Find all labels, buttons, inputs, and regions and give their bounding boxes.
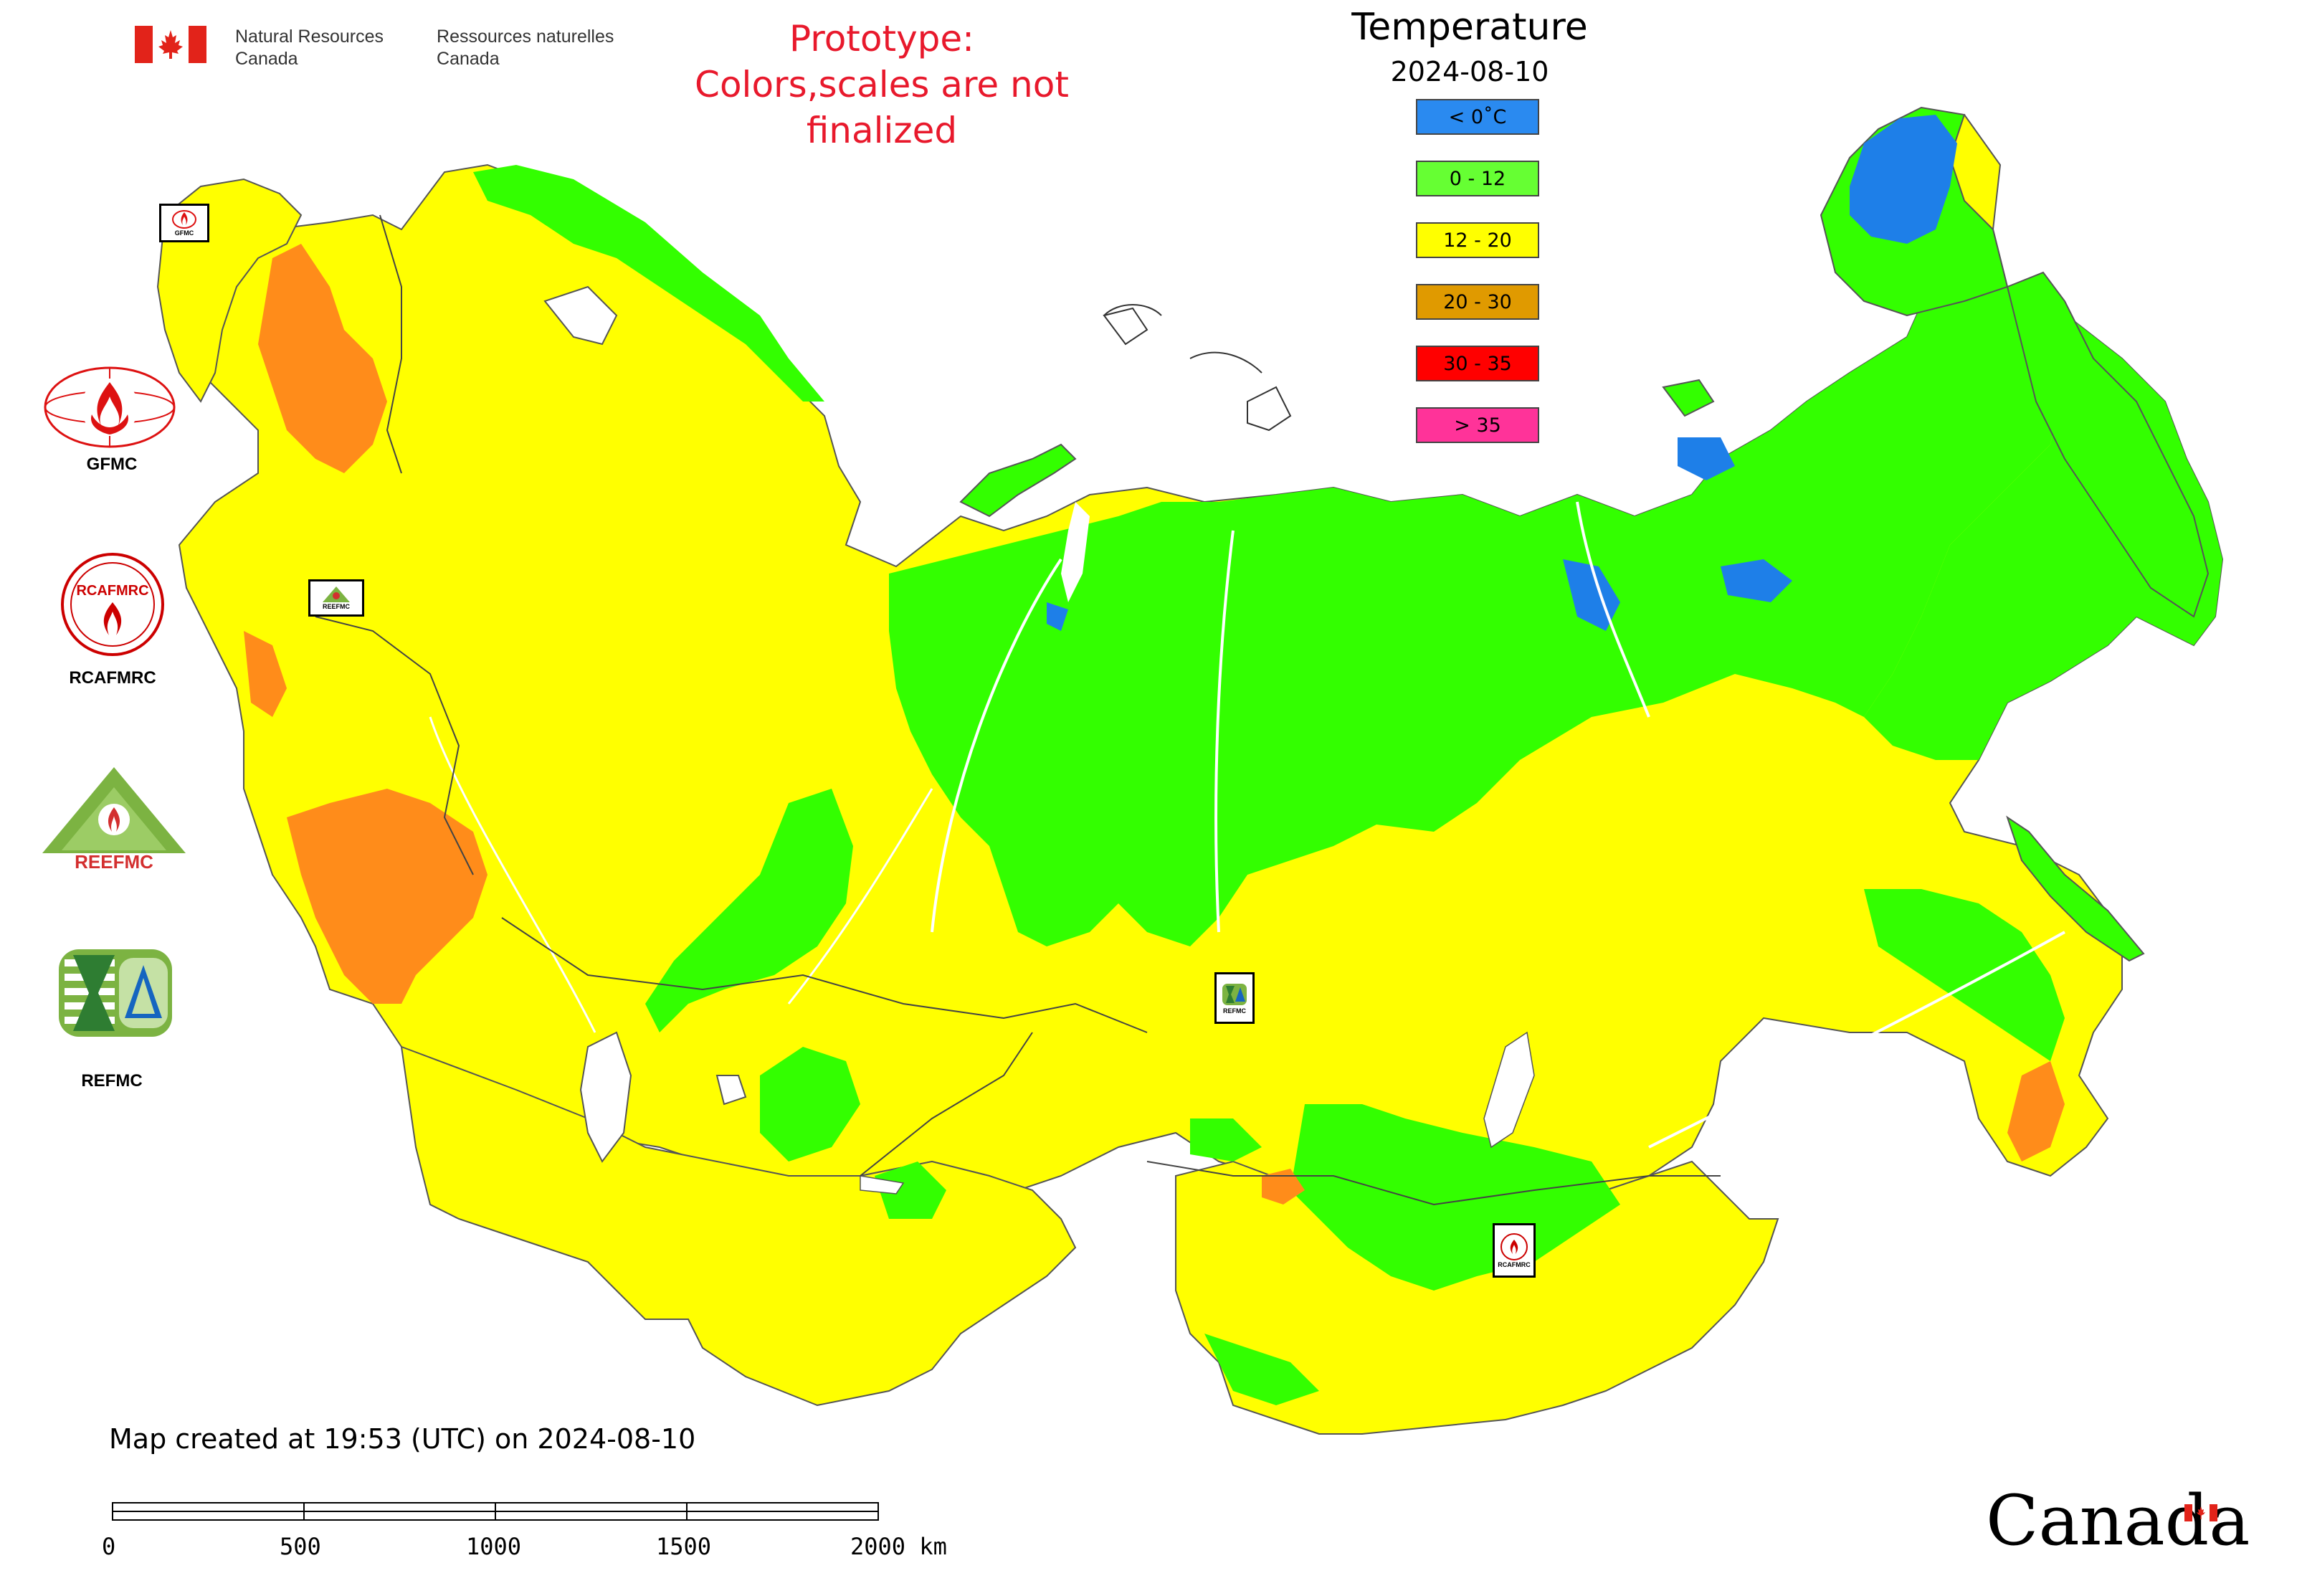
kola-green (473, 165, 824, 402)
river-lena (1576, 501, 1650, 718)
altai-green (1290, 1104, 1620, 1291)
border-russia-mongolia (1146, 1161, 1721, 1206)
refmc-marker[interactable]: REFMC (1214, 972, 1255, 1024)
mongolia-green-south (1204, 1334, 1319, 1405)
rcafmrc-label: RCAFMRC (69, 668, 156, 688)
border-finland (379, 214, 402, 474)
agency-en-line1: Natural Resources (235, 27, 384, 47)
legend-date: 2024-08-10 (1390, 56, 1549, 87)
canada-wordmark-flag-icon (2184, 1504, 2217, 1521)
river-ob (931, 558, 1062, 933)
scale-tick-0: 0 (102, 1533, 116, 1560)
legend-item-below-zero: < 0˚C (1416, 99, 1539, 135)
scale-tick-2000: 2000 km (850, 1533, 947, 1560)
central-asia-yellow (400, 1045, 1077, 1407)
kazakh-green-3 (1190, 1118, 1262, 1162)
gfmc-marker-label: GFMC (174, 229, 194, 237)
franz-josef (1103, 307, 1148, 346)
reefmc-badge-text: REEFMC (75, 851, 153, 872)
legend-item-12-20: 12 - 20 (1416, 222, 1539, 258)
caspian-sea (579, 1031, 632, 1163)
arctic-islands-outline (1103, 304, 1262, 374)
legend-item-30-35: 30 - 35 (1416, 346, 1539, 381)
government-signature: Natural Resources Canada Ressources natu… (135, 26, 614, 70)
kazakh-green-1 (760, 1047, 860, 1162)
scale-tick-500: 500 (280, 1533, 321, 1560)
refmc-label: REFMC (81, 1071, 143, 1091)
baltic-orange (244, 631, 287, 717)
gfmc-label: GFMC (86, 455, 138, 474)
map-created-text: Map created at 19:53 (UTC) on 2024-08-10 (109, 1423, 696, 1455)
river-amur (1648, 931, 2065, 1149)
white-sea (543, 285, 618, 346)
agency-fr-line1: Ressources naturelles (437, 27, 614, 47)
refmc-marker-icon (1222, 984, 1247, 1005)
prototype-line1: Prototype: (789, 18, 975, 60)
legend-item-0-12: 0 - 12 (1416, 161, 1539, 196)
river-irtysh (787, 788, 933, 1004)
scale-tick-1500: 1500 (656, 1533, 712, 1560)
agency-fr-line2: Canada (437, 49, 500, 69)
border-ukraine (315, 616, 474, 875)
rcafmrc-logo-icon: RCAFMRC (61, 553, 164, 656)
prototype-line2: Colors,scales are not finalized (695, 64, 1069, 151)
reefmc-marker[interactable]: REEFMC (308, 579, 364, 617)
amur-green (1864, 889, 2065, 1061)
aral-sea (715, 1075, 747, 1106)
gfmc-logo-icon (44, 366, 176, 448)
legend-title: Temperature (1351, 6, 1588, 49)
rcafmrc-marker[interactable]: RCAFMRC (1493, 1223, 1536, 1278)
legend-item-20-30: 20 - 30 (1416, 284, 1539, 320)
refmc-marker-label: REFMC (1223, 1007, 1246, 1015)
yakutia-blue-2 (1678, 437, 1735, 480)
siberia-green (889, 215, 2065, 946)
ural-green (645, 789, 853, 1032)
gfmc-marker[interactable]: GFMC (159, 204, 209, 242)
reefmc-marker-label: REEFMC (323, 603, 350, 610)
severnaya-zemlya (1247, 386, 1292, 432)
kamchatka-green (2006, 271, 2210, 618)
canada-wordmark: Canada (1986, 1481, 2250, 1561)
yamal-blue (1047, 602, 1068, 631)
kazakh-orange (1262, 1169, 1305, 1205)
reefmc-marker-icon (323, 586, 350, 602)
kazakh-green-2 (875, 1162, 946, 1219)
gfmc-marker-icon (172, 210, 196, 229)
rcafmrc-badge-text: RCAFMRC (76, 583, 148, 599)
canada-flag-icon (135, 26, 206, 63)
baikal-lake (1483, 1031, 1535, 1149)
primorye-orange (2007, 1061, 2065, 1162)
prototype-notice: Prototype: Colors,scales are not finaliz… (631, 16, 1133, 153)
scale-bar (112, 1502, 879, 1521)
europe-south-orange (287, 789, 487, 1004)
novaya-zemlya-green (959, 443, 1077, 518)
border-kazakh-central (860, 1032, 1033, 1177)
rcafmrc-marker-icon (1500, 1233, 1528, 1260)
sakhalin-green (2006, 815, 2145, 962)
legend-item-above-35: > 35 (1416, 407, 1539, 443)
yakutia-blue-3 (1721, 559, 1792, 602)
balkhash-lake (860, 1175, 905, 1194)
rcafmrc-marker-label: RCAFMRC (1498, 1261, 1531, 1268)
agency-en-line2: Canada (235, 49, 298, 69)
chukotka-blue (1850, 115, 1957, 244)
scale-tick-1000: 1000 (466, 1533, 522, 1560)
reefmc-logo-icon: REEFMC (37, 767, 191, 872)
river-volga (429, 716, 596, 1033)
new-siberian-green (1662, 379, 1715, 417)
border-russia-kazakh (501, 917, 1148, 1033)
refmc-logo-icon (59, 949, 172, 1037)
scandinavia-orange (258, 244, 387, 473)
river-yenisei (1214, 530, 1235, 933)
ob-gulf (1061, 502, 1090, 602)
